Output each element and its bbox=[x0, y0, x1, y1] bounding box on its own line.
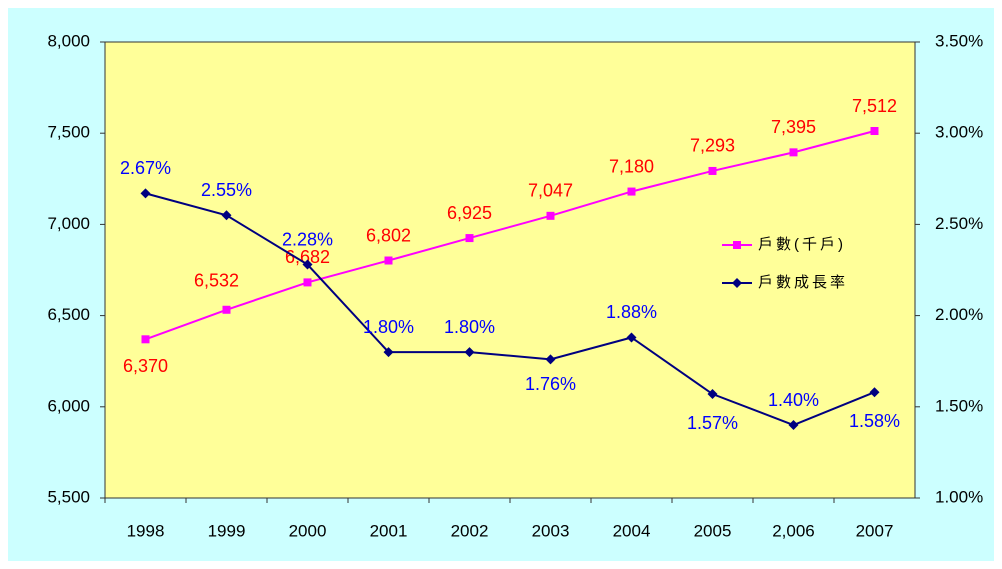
x-tick-label: 2005 bbox=[694, 521, 732, 540]
data-label: 6,370 bbox=[123, 356, 168, 376]
x-tick-label: 2003 bbox=[532, 521, 570, 540]
y2-tick-label: 2.00% bbox=[935, 305, 983, 324]
legend-marker bbox=[732, 278, 742, 288]
point-marker bbox=[869, 387, 880, 398]
data-label: 2.67% bbox=[120, 158, 171, 178]
data-label: 1.80% bbox=[444, 317, 495, 337]
point-marker bbox=[303, 278, 312, 287]
y2-tick-label: 1.50% bbox=[935, 396, 983, 415]
data-label: 6,925 bbox=[447, 203, 492, 223]
data-label: 1.40% bbox=[768, 390, 819, 410]
point-marker bbox=[626, 332, 637, 343]
data-label: 7,512 bbox=[852, 96, 897, 116]
legend-label: 戶數成長率 bbox=[758, 274, 848, 291]
y-tick-label: 5,500 bbox=[47, 487, 90, 506]
data-label: 7,180 bbox=[609, 156, 654, 176]
x-tick-label: 2007 bbox=[856, 521, 894, 540]
y-tick-label: 7,000 bbox=[47, 214, 90, 233]
series-line bbox=[145, 192, 875, 427]
point-marker bbox=[384, 256, 393, 265]
y-tick-label: 6,500 bbox=[47, 305, 90, 324]
x-tick-label: 1998 bbox=[127, 521, 165, 540]
point-marker bbox=[788, 420, 799, 431]
data-label: 6,802 bbox=[366, 225, 411, 245]
point-marker bbox=[627, 187, 636, 196]
point-marker bbox=[708, 166, 717, 175]
y2-tick-label: 1.00% bbox=[935, 487, 983, 506]
series-line bbox=[145, 130, 875, 341]
point-marker bbox=[707, 389, 718, 400]
point-marker bbox=[464, 347, 475, 358]
point-marker bbox=[383, 347, 394, 358]
data-label: 6,682 bbox=[285, 247, 330, 267]
data-label: 2.55% bbox=[201, 180, 252, 200]
point-marker bbox=[302, 259, 313, 270]
data-label: 7,395 bbox=[771, 117, 816, 137]
point-marker bbox=[789, 148, 798, 157]
data-label: 1.58% bbox=[849, 411, 900, 431]
y2-tick-label: 3.50% bbox=[935, 31, 983, 50]
point-marker bbox=[221, 210, 232, 221]
x-tick-label: 2,006 bbox=[772, 521, 815, 540]
x-tick-label: 2004 bbox=[613, 521, 651, 540]
y-tick-label: 8,000 bbox=[47, 31, 90, 50]
point-marker bbox=[222, 305, 231, 314]
x-tick-label: 2000 bbox=[289, 521, 327, 540]
legend-label: 戶數(千戶) bbox=[758, 236, 846, 253]
data-label: 1.57% bbox=[687, 413, 738, 433]
y2-tick-label: 3.00% bbox=[935, 123, 983, 142]
data-label: 6,532 bbox=[194, 271, 239, 291]
legend-marker bbox=[733, 241, 741, 249]
x-tick-label: 2002 bbox=[451, 521, 489, 540]
y-tick-label: 7,500 bbox=[47, 123, 90, 142]
point-marker bbox=[465, 234, 474, 243]
data-label: 1.88% bbox=[606, 302, 657, 322]
y2-tick-label: 2.50% bbox=[935, 214, 983, 233]
x-tick-label: 1999 bbox=[208, 521, 246, 540]
data-label: 1.76% bbox=[525, 374, 576, 394]
data-label: 2.28% bbox=[282, 229, 333, 249]
point-marker bbox=[870, 127, 879, 136]
plot-area bbox=[104, 41, 916, 499]
x-tick-label: 2001 bbox=[370, 521, 408, 540]
data-label: 7,047 bbox=[528, 181, 573, 201]
point-marker bbox=[140, 188, 151, 199]
point-marker bbox=[545, 354, 556, 365]
point-marker bbox=[141, 335, 150, 344]
data-label: 7,293 bbox=[690, 136, 735, 156]
data-label: 1.80% bbox=[363, 317, 414, 337]
y-tick-label: 6,000 bbox=[47, 396, 90, 415]
point-marker bbox=[546, 211, 555, 220]
